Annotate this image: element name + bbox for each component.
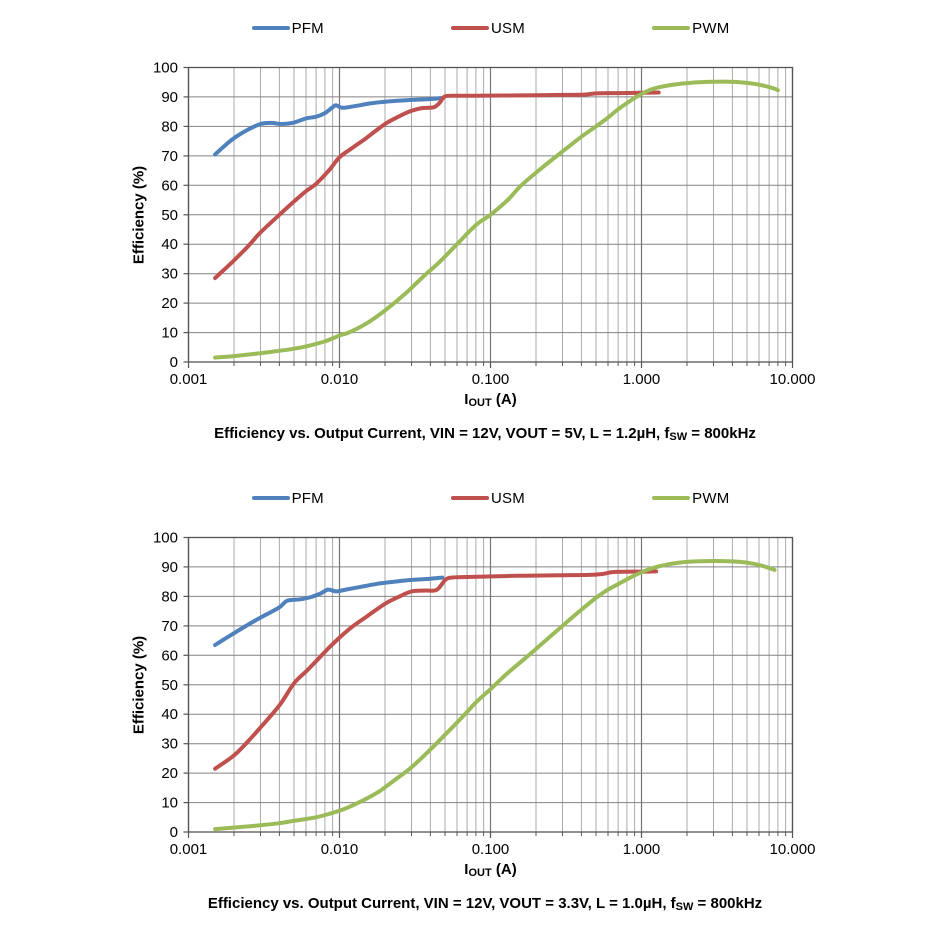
text-subscript: OUT bbox=[468, 867, 492, 879]
efficiency-plot-vout5v: 0 10 20 30 40 50 60 70 80 90 100 0.001 0.010 0.100 1.0… bbox=[153, 60, 816, 389]
legend-item-pfm: PFM bbox=[251, 489, 324, 507]
x-tick-label: 1.000 bbox=[623, 841, 661, 858]
y-tick-label: 20 bbox=[161, 295, 178, 312]
y-tick-label: 60 bbox=[161, 647, 178, 664]
legend-swatch-pfm bbox=[251, 496, 290, 500]
legend-label: PWM bbox=[692, 489, 730, 507]
y-tick-label: 80 bbox=[161, 588, 178, 605]
y-tick-label: 0 bbox=[170, 824, 178, 841]
y-tick-label: 30 bbox=[161, 266, 178, 283]
y-tick-label: 40 bbox=[161, 706, 178, 723]
x-axis-title: IOUT (A) bbox=[188, 391, 793, 409]
series-line-pwm bbox=[213, 79, 780, 360]
chart-caption: Efficiency vs. Output Current, VIN = 12V… bbox=[22, 895, 926, 913]
axis-tick-marks bbox=[183, 66, 794, 368]
legend-swatch-pfm bbox=[251, 26, 290, 30]
efficiency-chart-vout3v3-section: PFM USM PWM Efficiency (%) 0 10 20 30 40 50 60 70… bbox=[0, 470, 926, 941]
y-tick-label: 90 bbox=[161, 559, 178, 576]
legend-swatch-usm bbox=[451, 496, 490, 500]
series-line-pwm bbox=[213, 558, 777, 832]
x-tick-label: 0.100 bbox=[472, 371, 510, 388]
y-tick-label: 70 bbox=[161, 148, 178, 165]
legend-label: PFM bbox=[291, 489, 324, 507]
y-tick-label: 0 bbox=[170, 354, 178, 371]
legend-label: PWM bbox=[692, 19, 730, 37]
y-tick-label: 100 bbox=[153, 60, 178, 77]
legend-item-usm: USM bbox=[451, 20, 525, 37]
x-axis-title: IOUT (A) bbox=[188, 861, 793, 879]
text-segment: = 800kHz bbox=[693, 895, 763, 912]
x-tick-label: 10.000 bbox=[770, 841, 816, 858]
x-tick-label: 0.010 bbox=[321, 841, 359, 858]
x-tick-label: 0.001 bbox=[170, 841, 208, 858]
efficiency-plot-vout3v3: 0 10 20 30 40 50 60 70 80 90 100 0.001 0.010 0.100 1.0… bbox=[153, 530, 816, 859]
y-tick-label: 50 bbox=[161, 207, 178, 224]
series-line-pfm bbox=[213, 575, 445, 647]
chart-caption: Efficiency vs. Output Current, VIN = 12V… bbox=[22, 425, 926, 443]
text-subscript: SW bbox=[675, 901, 694, 913]
y-tick-label: 10 bbox=[161, 795, 178, 812]
text-segment: I bbox=[464, 861, 469, 878]
chart-legend: PFM USM PWM bbox=[188, 486, 793, 510]
text-segment: (A) bbox=[491, 861, 517, 878]
legend-label: USM bbox=[491, 19, 525, 37]
efficiency-chart-vout5v-section: PFM USM PWM Efficiency (%) 0 10 20 30 40 50 60 70… bbox=[0, 0, 926, 470]
y-tick-label: 40 bbox=[161, 236, 178, 253]
series-line-pfm bbox=[213, 96, 443, 157]
y-tick-label: 30 bbox=[161, 736, 178, 753]
y-tick-label: 10 bbox=[161, 325, 178, 342]
legend-item-pwm: PWM bbox=[652, 20, 729, 37]
legend-label: PFM bbox=[291, 19, 324, 37]
y-tick-label: 100 bbox=[153, 530, 178, 547]
x-tick-label: 10.000 bbox=[770, 371, 816, 388]
legend-swatch-pwm bbox=[652, 26, 691, 30]
series-line-usm bbox=[213, 569, 659, 771]
text-segment: (A) bbox=[491, 391, 517, 408]
text-segment: Efficiency vs. Output Current, VIN = 12V… bbox=[214, 425, 670, 442]
legend-label: USM bbox=[491, 489, 525, 507]
legend-swatch-pwm bbox=[652, 496, 691, 500]
text-segment: Efficiency vs. Output Current, VIN = 12V… bbox=[207, 895, 676, 912]
chart-legend: PFM USM PWM bbox=[188, 16, 793, 40]
axis-tick-marks bbox=[183, 536, 794, 838]
y-tick-label: 20 bbox=[161, 765, 178, 782]
y-tick-label: 80 bbox=[161, 118, 178, 135]
y-tick-label: 60 bbox=[161, 177, 178, 194]
x-tick-label: 0.001 bbox=[170, 371, 208, 388]
text-segment: I bbox=[464, 391, 469, 408]
x-tick-label: 0.100 bbox=[472, 841, 510, 858]
y-tick-label: 50 bbox=[161, 677, 178, 694]
x-tick-label: 1.000 bbox=[623, 371, 661, 388]
text-segment: = 800kHz bbox=[687, 425, 756, 442]
legend-item-usm: USM bbox=[451, 490, 525, 507]
x-tick-label: 0.010 bbox=[321, 371, 359, 388]
text-subscript: OUT bbox=[468, 397, 492, 409]
y-tick-label: 70 bbox=[161, 618, 178, 635]
legend-item-pwm: PWM bbox=[652, 490, 729, 507]
legend-swatch-usm bbox=[451, 26, 490, 30]
text-subscript: SW bbox=[669, 431, 688, 443]
y-tick-label: 90 bbox=[161, 89, 178, 106]
legend-item-pfm: PFM bbox=[251, 19, 324, 37]
series-line-usm bbox=[213, 90, 661, 281]
